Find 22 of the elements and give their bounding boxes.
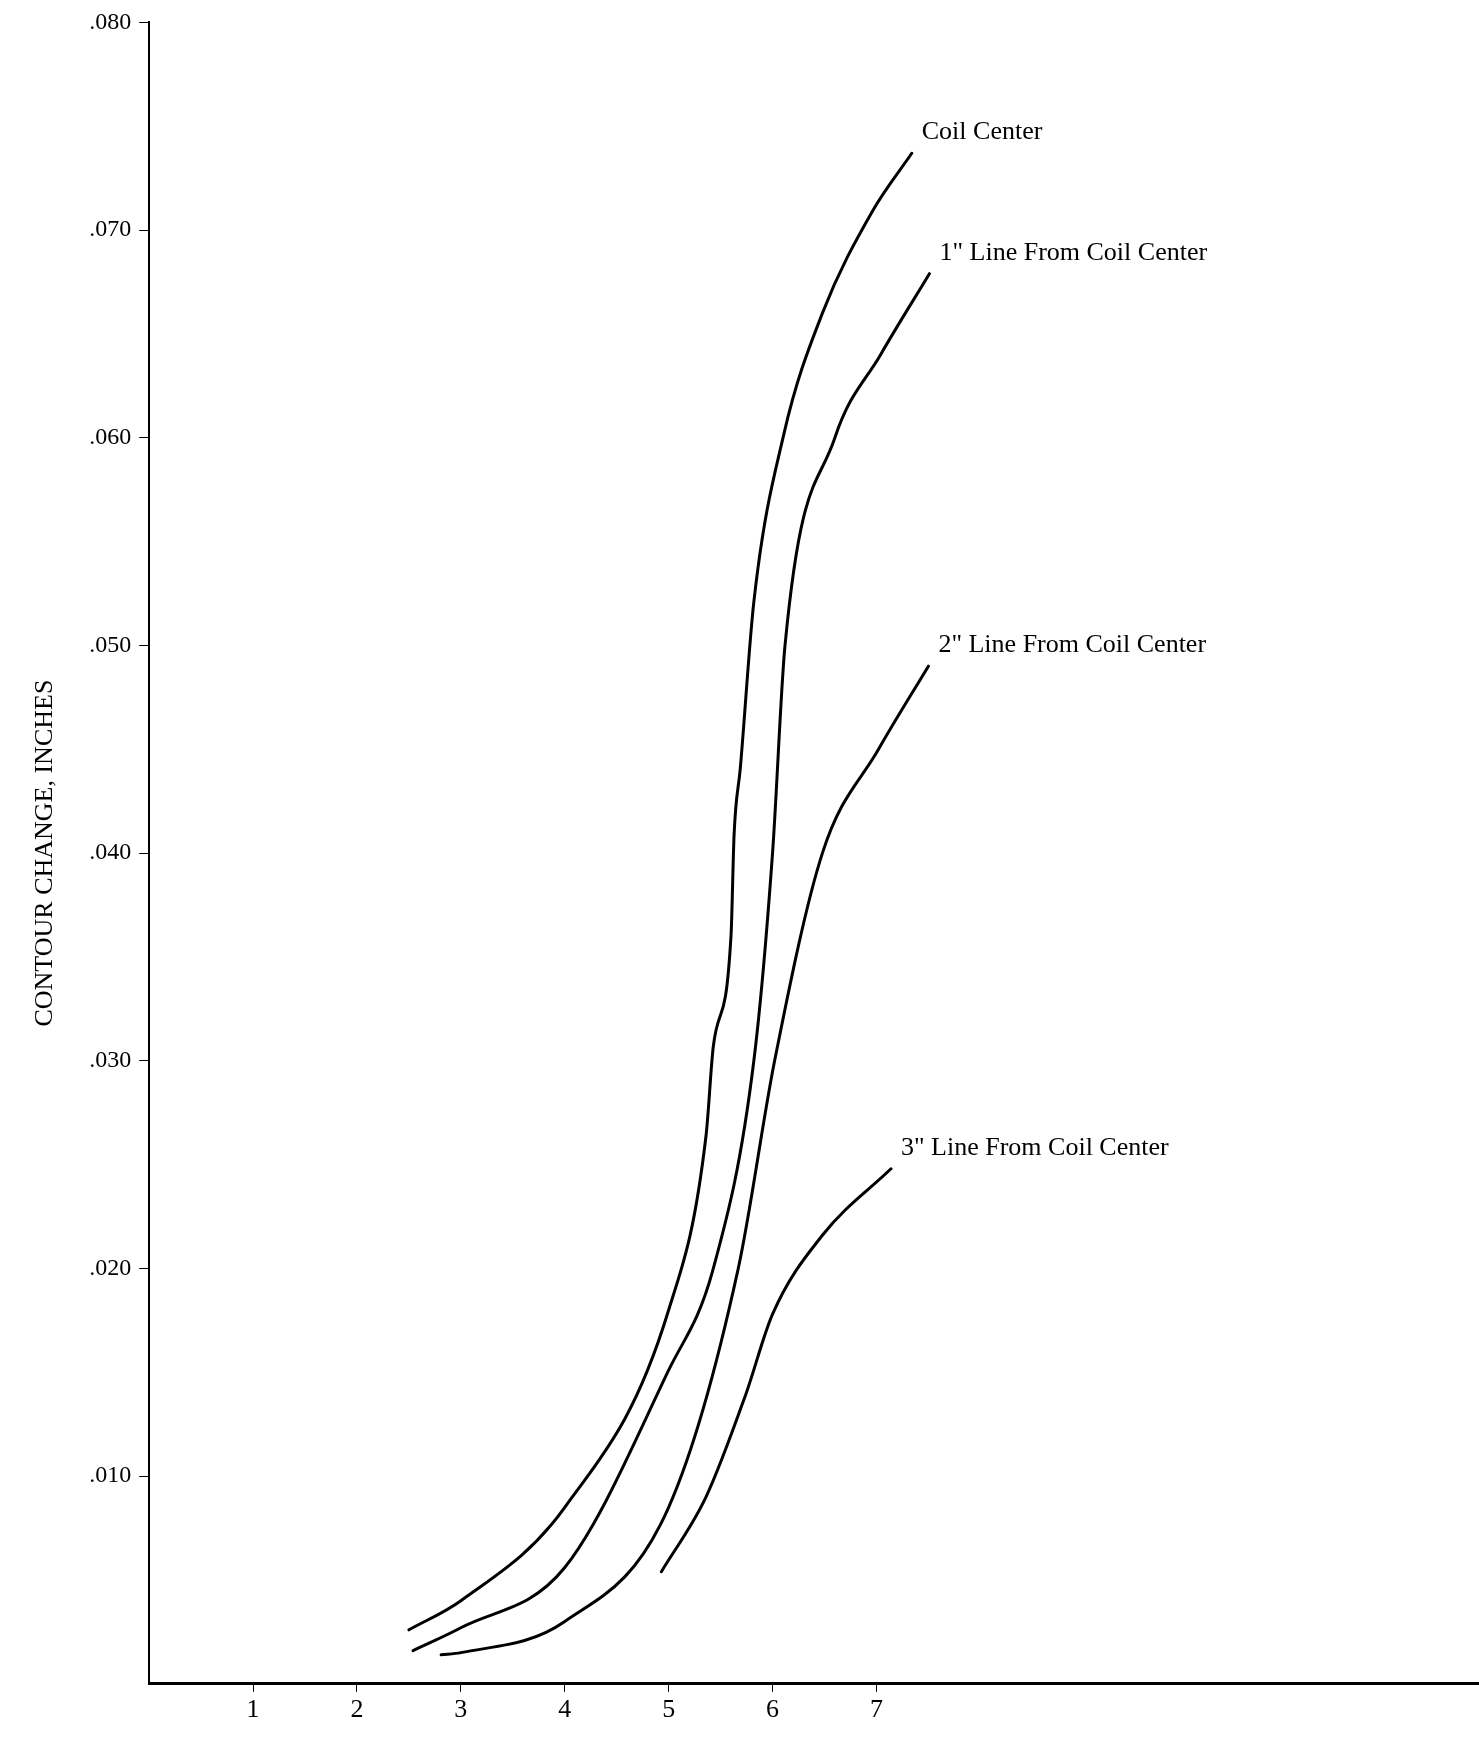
x-tick-label: 6 — [766, 1694, 780, 1724]
y-axis-title: CONTOUR CHANGE, INCHES — [29, 679, 59, 1027]
y-tick-label: .030 — [89, 1046, 132, 1073]
x-tick-label: 2 — [350, 1694, 364, 1724]
line-series — [659, 1167, 893, 1574]
series-label: 1" Line From Coil Center — [939, 236, 1208, 266]
y-tick-label: .060 — [89, 423, 132, 450]
x-tick-label: 3 — [454, 1694, 468, 1724]
y-tick-label: .010 — [89, 1461, 132, 1488]
y-tick-label: .080 — [89, 7, 132, 34]
y-tick-label: .040 — [89, 838, 132, 865]
x-tick-label: 5 — [662, 1694, 676, 1724]
x-tick-label: 7 — [869, 1694, 883, 1724]
x-tick-label: 4 — [558, 1694, 572, 1724]
x-tick-label: 1 — [246, 1694, 260, 1724]
series-label: 2" Line From Coil Center — [938, 629, 1207, 659]
series-label: 3" Line From Coil Center — [900, 1131, 1170, 1161]
series-label: Coil Center — [921, 116, 1043, 146]
y-tick-label: .020 — [89, 1253, 132, 1280]
line-series — [439, 664, 930, 1657]
y-tick-label: .070 — [89, 215, 132, 242]
y-tick-label: .050 — [89, 630, 132, 657]
